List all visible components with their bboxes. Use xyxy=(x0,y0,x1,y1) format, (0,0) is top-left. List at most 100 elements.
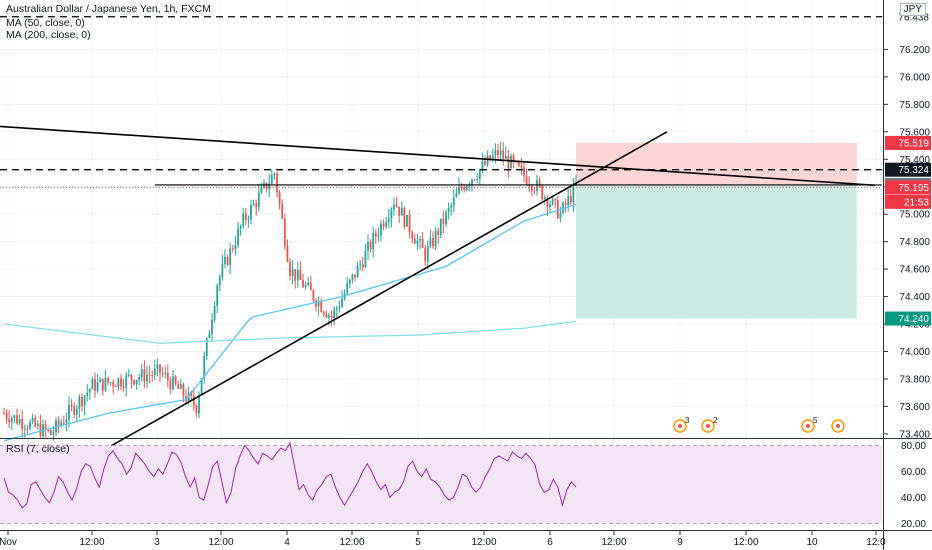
candle-body xyxy=(5,413,8,419)
ma200-legend[interactable]: MA (200, close, 0) xyxy=(6,29,91,41)
price-tick-label: 74.600 xyxy=(899,265,930,276)
candle-body xyxy=(278,192,281,204)
candle xyxy=(403,206,406,230)
candle xyxy=(273,172,276,180)
candle-body xyxy=(26,428,29,430)
candle-body xyxy=(174,376,177,384)
candle xyxy=(439,218,442,239)
candle-body xyxy=(203,356,206,379)
candle xyxy=(497,143,499,161)
candle xyxy=(156,358,159,377)
ma50-legend[interactable]: MA (50, close, 0) xyxy=(6,17,85,29)
event-marker[interactable]: 2 xyxy=(701,416,718,433)
candle xyxy=(234,236,237,256)
candle-body xyxy=(361,264,364,268)
candle xyxy=(395,196,398,208)
candle-body xyxy=(289,261,291,276)
candle xyxy=(478,168,481,185)
candle-body xyxy=(377,235,380,237)
candle xyxy=(473,178,476,182)
candle xyxy=(242,207,245,230)
candle-body xyxy=(200,378,203,396)
candle-body xyxy=(315,300,317,307)
candle-body xyxy=(346,283,349,294)
candle-body xyxy=(413,238,416,244)
candle-body xyxy=(530,185,533,191)
candle xyxy=(429,229,432,249)
candle xyxy=(57,416,60,433)
event-marker[interactable]: 5 xyxy=(801,416,818,433)
candle xyxy=(325,310,328,319)
time-tick-label: 12:00 xyxy=(339,537,364,548)
candle-body xyxy=(484,161,486,165)
candle-body xyxy=(335,308,338,310)
price-tick-label: 74.400 xyxy=(899,292,930,303)
candle xyxy=(169,376,172,394)
candle xyxy=(229,242,232,275)
price-marker: 75.519 xyxy=(885,135,931,150)
candle-body xyxy=(78,396,81,409)
candle-body xyxy=(476,178,479,180)
candle-body xyxy=(281,203,284,219)
candle-body xyxy=(276,173,278,193)
candle xyxy=(177,380,180,390)
candle xyxy=(564,198,567,213)
ma200-line xyxy=(3,320,577,344)
candle xyxy=(104,369,107,393)
candle xyxy=(44,420,47,438)
candle xyxy=(335,305,338,318)
candle xyxy=(195,403,198,418)
candle-body xyxy=(494,150,497,156)
candle-body xyxy=(153,368,156,376)
candle-body xyxy=(411,232,414,239)
candle xyxy=(530,183,533,197)
candle-body xyxy=(333,309,336,318)
candle-body xyxy=(317,301,320,307)
candle-body xyxy=(450,205,453,208)
candle xyxy=(541,184,544,201)
candle xyxy=(390,207,393,228)
candle xyxy=(484,155,486,167)
event-marker[interactable]: 3 xyxy=(673,416,690,433)
candle-body xyxy=(478,169,481,179)
candle-body xyxy=(356,265,359,278)
candle-body xyxy=(546,197,549,208)
candle xyxy=(26,424,29,434)
candle xyxy=(203,351,206,384)
rsi-legend[interactable]: RSI (7, close) xyxy=(6,443,70,455)
candle-body xyxy=(52,432,55,435)
candle xyxy=(304,281,307,291)
price-tick-label: 73.800 xyxy=(899,374,930,385)
candle xyxy=(567,188,570,212)
candle xyxy=(146,366,148,389)
candle xyxy=(361,256,364,272)
candle-body xyxy=(55,420,57,433)
candle-body xyxy=(341,298,343,307)
candle-body xyxy=(489,155,492,161)
candle xyxy=(406,214,408,227)
candle-body xyxy=(47,429,50,431)
currency-badge[interactable]: JPY xyxy=(899,3,926,16)
candle-body xyxy=(127,374,130,376)
candle xyxy=(96,373,99,394)
candle-body xyxy=(122,386,125,388)
candle-body xyxy=(94,379,96,391)
event-marker[interactable] xyxy=(831,419,845,433)
time-tick-label: 12:0 xyxy=(866,537,886,548)
candle xyxy=(359,260,362,271)
candle-body xyxy=(177,383,180,389)
candle-body xyxy=(268,183,271,190)
candle-body xyxy=(224,256,226,265)
candle-body xyxy=(523,167,525,176)
candle xyxy=(419,235,421,250)
candle xyxy=(281,199,284,220)
ma50-line xyxy=(3,204,577,442)
candle xyxy=(309,275,312,291)
candle-body xyxy=(125,375,128,388)
candle-body xyxy=(497,150,499,155)
time-tick-label: Nov xyxy=(0,537,17,548)
candle xyxy=(224,249,226,269)
candle xyxy=(385,216,388,230)
candle-body xyxy=(138,377,141,381)
